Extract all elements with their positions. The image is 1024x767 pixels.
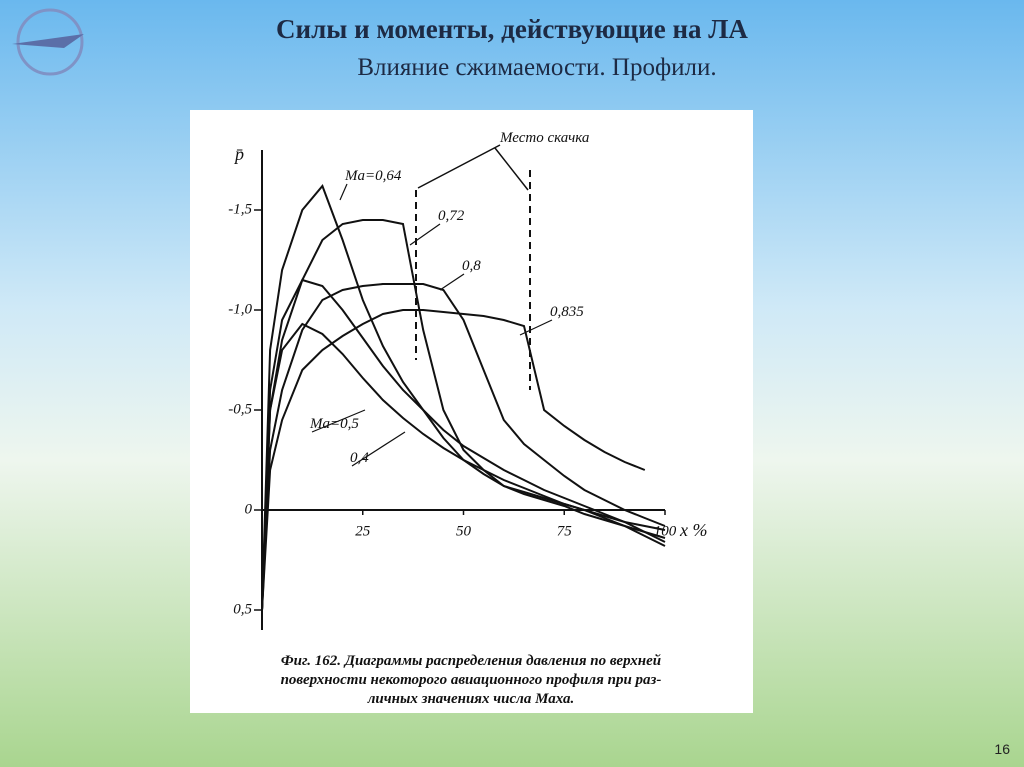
leader-line [417, 144, 501, 189]
page-number: 16 [994, 741, 1010, 757]
y-tick-label: -0,5 [228, 401, 252, 417]
leader-line [494, 147, 529, 191]
label-leader [351, 431, 406, 467]
caption-line: Фиг. 162. Диаграммы распределения давлен… [281, 653, 661, 669]
series-label: 0,72 [438, 208, 465, 224]
caption-line: поверхности некоторого авиационного проф… [281, 672, 662, 688]
series-label: Ma=0,64 [344, 168, 402, 184]
logo [12, 8, 84, 76]
x-tick-label: 25 [355, 523, 371, 539]
y-tick-label: 0 [245, 501, 253, 517]
label-leader [409, 223, 441, 246]
x-tick-label: 75 [557, 523, 573, 539]
slide-subtitle: Влияние сжимаемости. Профили. [357, 54, 717, 81]
y-tick-label: -1,5 [228, 201, 252, 217]
slide-title: Силы и моменты, действующие на ЛА [276, 14, 748, 44]
label-leader [311, 409, 366, 433]
curve [261, 219, 666, 611]
label-leader [339, 183, 348, 201]
curve [261, 184, 666, 611]
caption-line: личных значениях числа Маха. [367, 691, 575, 707]
curve [261, 309, 646, 611]
series-label: 0,835 [550, 304, 584, 320]
series-label: 0,4 [350, 450, 369, 466]
series-label: 0,8 [462, 258, 481, 274]
y-tick-label: 0,5 [233, 601, 252, 617]
series-label: Ma=0,5 [309, 416, 359, 432]
y-tick-label: -1,0 [228, 301, 252, 317]
annotation: Место скачка [499, 130, 589, 146]
x-axis-label: x % [679, 520, 707, 540]
curve [261, 278, 666, 611]
label-leader [519, 319, 553, 336]
figure-background [190, 110, 753, 713]
label-leader [439, 273, 465, 291]
curve [261, 283, 666, 611]
y-axis-label: p̄ [233, 144, 244, 164]
x-tick-label: 50 [456, 523, 472, 539]
